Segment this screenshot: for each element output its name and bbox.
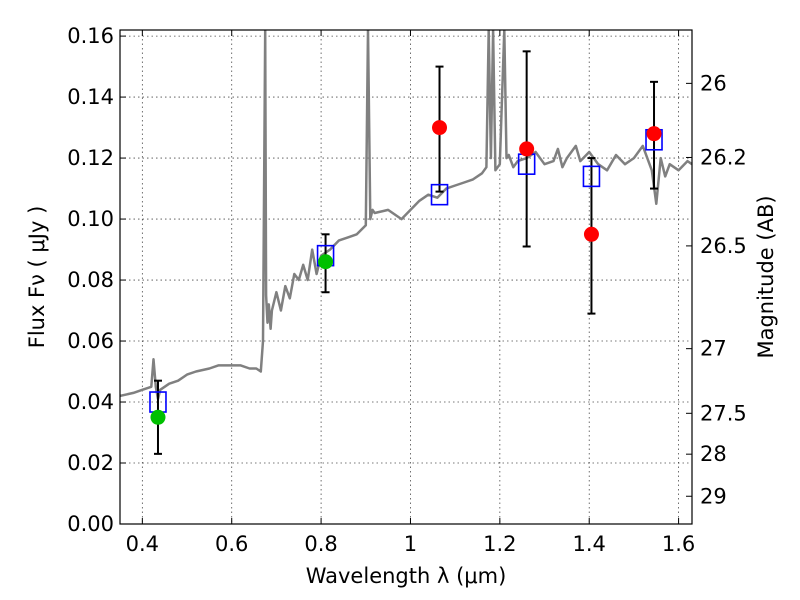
observed-point	[646, 126, 662, 142]
x-tick-label: 0.4	[126, 532, 159, 556]
observed-point	[519, 141, 535, 157]
y-tick-label: 0.04	[67, 390, 114, 414]
x-tick-label: 1	[404, 532, 417, 556]
x-axis-title: Wavelength λ (μm)	[306, 564, 507, 588]
x-tick-label: 1.6	[662, 532, 695, 556]
model-photometry-square	[430, 183, 449, 206]
y2-tick-label: 28	[700, 442, 727, 466]
axis-ticks	[120, 30, 692, 525]
y-axis-title: Flux Fν ( μJy )	[25, 206, 49, 349]
observed-point	[583, 226, 599, 242]
y-tick-label: 0.14	[67, 85, 114, 109]
plot-frame	[119, 29, 693, 525]
model-photometry-square	[582, 165, 601, 188]
x-tick-label: 1.4	[573, 532, 606, 556]
y2-tick-label: 29	[700, 484, 727, 508]
observed-point	[150, 409, 166, 425]
y-tick-label: 0.06	[67, 329, 114, 353]
y2-tick-label: 26	[700, 71, 727, 95]
axis-tick-labels: 0.4 0.6 0.8 1 1.2 1.4 1.6 0.00 0.02 0.04 0.06 0.08 0…	[67, 24, 747, 556]
x-tick-label: 0.8	[304, 532, 337, 556]
y-tick-label: 0.10	[67, 207, 114, 231]
observed-point	[318, 254, 334, 270]
y2-tick-label: 27	[700, 337, 727, 361]
y-tick-label: 0.12	[67, 146, 114, 170]
y-tick-label: 0.00	[67, 512, 114, 536]
x-tick-label: 1.2	[483, 532, 516, 556]
plot-area	[120, 30, 692, 455]
y-tick-label: 0.16	[67, 24, 114, 48]
y2-tick-label: 26.5	[700, 234, 747, 258]
y-tick-label: 0.02	[67, 451, 114, 475]
y2-tick-label: 26.2	[700, 145, 747, 169]
observed-point	[432, 120, 448, 136]
y2-tick-label: 27.5	[700, 401, 747, 425]
spectrum-line	[120, 30, 692, 401]
y-tick-label: 0.08	[67, 268, 114, 292]
y2-axis-title: Magnitude (AB)	[754, 195, 778, 358]
x-tick-label: 0.6	[215, 532, 248, 556]
